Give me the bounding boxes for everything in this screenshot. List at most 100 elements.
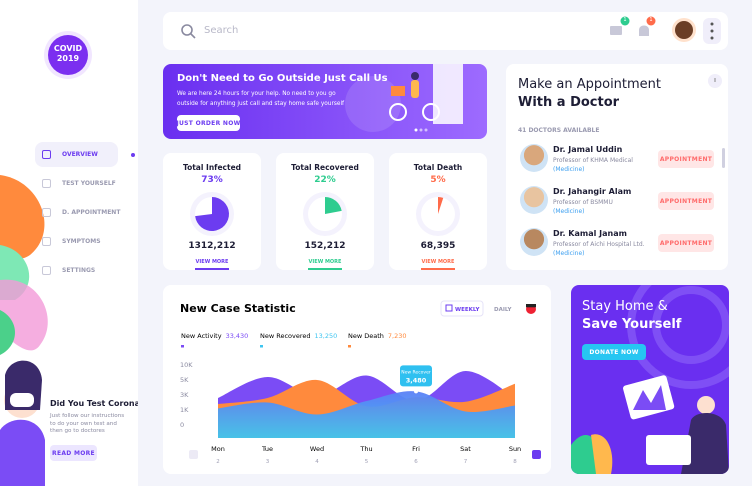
stay-home-illustration — [571, 285, 729, 474]
logo: COVID 2019 — [48, 44, 88, 64]
stat-pie — [190, 192, 234, 236]
doctor-specialty: (Medicine) — [553, 166, 585, 173]
legend-value: 7,230 — [388, 332, 407, 340]
y-tick-label: 0 — [180, 421, 184, 429]
doctor-name: Dr. Kamal Janam — [553, 229, 627, 238]
order-button[interactable]: JUST ORDER NOW — [176, 115, 240, 131]
x-tick-label: Sun — [509, 445, 521, 453]
doctors-available: 41 DOCTORS AVAILABLE — [518, 127, 600, 134]
doctor-name: Dr. Jahangir Alam — [553, 187, 632, 196]
search-input[interactable]: Search — [204, 25, 239, 36]
stat-title: Total Death — [413, 163, 463, 172]
stat-card: Total Infected 73% 1312,212 VIEW MORE — [163, 153, 261, 270]
nav-item[interactable]: OVERVIEW — [62, 151, 98, 158]
stat-count: 68,395 — [420, 241, 456, 251]
link-underline — [308, 268, 342, 270]
tab: WEEKLY — [455, 307, 480, 313]
chart-card: New Case Statistic WEEKLY DAILY New Activit… — [163, 285, 551, 474]
donate-button[interactable]: DONATE NOW — [582, 344, 646, 360]
link-underline — [421, 268, 455, 270]
logo-line: COVID — [53, 44, 83, 53]
doctor-name: Dr. Jamal Uddin — [553, 145, 623, 154]
flag-stripe — [526, 304, 536, 308]
y-tick-label: 3K — [180, 391, 189, 399]
pie-slice — [438, 197, 444, 214]
view-more-link[interactable]: VIEW MORE — [308, 259, 342, 265]
scrollbar — [722, 148, 725, 168]
nav-icon — [42, 237, 51, 246]
x-date-label: 8 — [513, 459, 517, 465]
x-tick-label: Thu — [359, 445, 372, 453]
appointment-card: Make an Appointment With a Doctor 41 DOC… — [506, 64, 728, 270]
doctor-role: Professor of KHMA Medical — [553, 157, 633, 164]
tooltip-label: New Recover — [401, 369, 431, 375]
x-date-label: 3 — [266, 459, 270, 465]
y-tick-label: 1K — [180, 406, 189, 414]
banner-illustration — [345, 64, 463, 132]
bell-badge: 1 — [649, 17, 653, 23]
banner-text: We are here 24 hours for your help. No n… — [177, 91, 345, 107]
doctor-avatar — [520, 228, 548, 256]
read-more-button[interactable]: READ MORE — [50, 445, 97, 461]
nav-item[interactable]: SYMPTOMS — [62, 238, 101, 245]
nav-icon — [42, 179, 51, 188]
tooltip — [400, 365, 432, 387]
stat-title: Total Infected — [182, 163, 242, 172]
x-date-label: 6 — [414, 459, 418, 465]
x-date-label: 5 — [365, 459, 369, 465]
appointment-title: With a Doctor — [518, 95, 620, 110]
stat-count: 152,212 — [304, 241, 346, 251]
y-tick-label: 5K — [180, 376, 189, 384]
tooltip-value: 3,480 — [406, 376, 427, 384]
appointment-button[interactable]: APPOINTMENT — [658, 150, 714, 168]
legend-value: 13,250 — [315, 332, 338, 340]
promo-text: Just follow our instructions to do your … — [50, 413, 125, 434]
nav-icon — [42, 150, 51, 159]
doctor-role: Professor of BSMMU — [553, 199, 613, 206]
info-icon[interactable] — [706, 72, 726, 92]
next-button — [532, 450, 541, 459]
legend-swatch — [260, 345, 263, 348]
x-tick-label: Fri — [412, 445, 420, 453]
doctor-avatar — [520, 144, 548, 172]
sidebar: COVID 2019 OVERVIEW TEST YOURSELF D. APPOI… — [0, 0, 138, 486]
legend-value: 33,430 — [226, 332, 249, 340]
appointment-button[interactable]: APPOINTMENT — [658, 192, 714, 210]
view-more-link[interactable]: VIEW MORE — [421, 259, 455, 265]
doctor-specialty: (Medicine) — [553, 208, 585, 215]
x-date-label: 2 — [216, 459, 220, 465]
area — [218, 391, 515, 438]
chart-title: New Case Statistic — [180, 302, 296, 315]
stat-count: 1312,212 — [188, 241, 236, 251]
stay-home-title: Save Yourself — [582, 317, 682, 332]
pie-slice — [325, 197, 342, 214]
banner-title: Don't Need to Go Outside Just Call Us — [177, 73, 388, 84]
nav-item[interactable]: TEST YOURSELF — [62, 180, 116, 187]
stat-card: Total Death 5% 68,395 VIEW MORE — [389, 153, 487, 270]
x-date-label: 7 — [464, 459, 468, 465]
appointment-title: Make an Appointment — [518, 77, 662, 92]
tooltip-point — [414, 389, 418, 394]
stat-title: Total Recovered — [291, 163, 359, 172]
view-more-link[interactable]: VIEW MORE — [195, 259, 229, 265]
appointment-button[interactable]: APPOINTMENT — [658, 234, 714, 252]
mail-badge: 1 — [623, 17, 627, 23]
legend-name: New Death — [348, 332, 384, 340]
nav-item[interactable]: SETTINGS — [62, 267, 96, 274]
stat-card: Total Recovered 22% 152,212 VIEW MORE — [276, 153, 374, 270]
stat-percent: 73% — [201, 175, 223, 185]
promo-title: Did You Test Corona! — [50, 399, 138, 408]
x-date-label: 4 — [315, 459, 319, 465]
legend-name: New Activity — [181, 332, 222, 340]
legend-name: New Recovered — [260, 332, 311, 340]
nav-item[interactable]: D. APPOINTMENT — [62, 209, 121, 216]
header-icons — [181, 16, 721, 44]
doctor-role: Professor of Aichi Hospital Ltd. — [553, 241, 645, 248]
x-tick-label: Tue — [261, 445, 273, 453]
nav-icon — [42, 208, 51, 217]
x-tick-label: Wed — [310, 445, 324, 453]
area-chart: New Case Statistic WEEKLY DAILY New Activit… — [180, 300, 541, 465]
legend-swatch — [348, 345, 351, 348]
legend-swatch — [181, 345, 184, 348]
